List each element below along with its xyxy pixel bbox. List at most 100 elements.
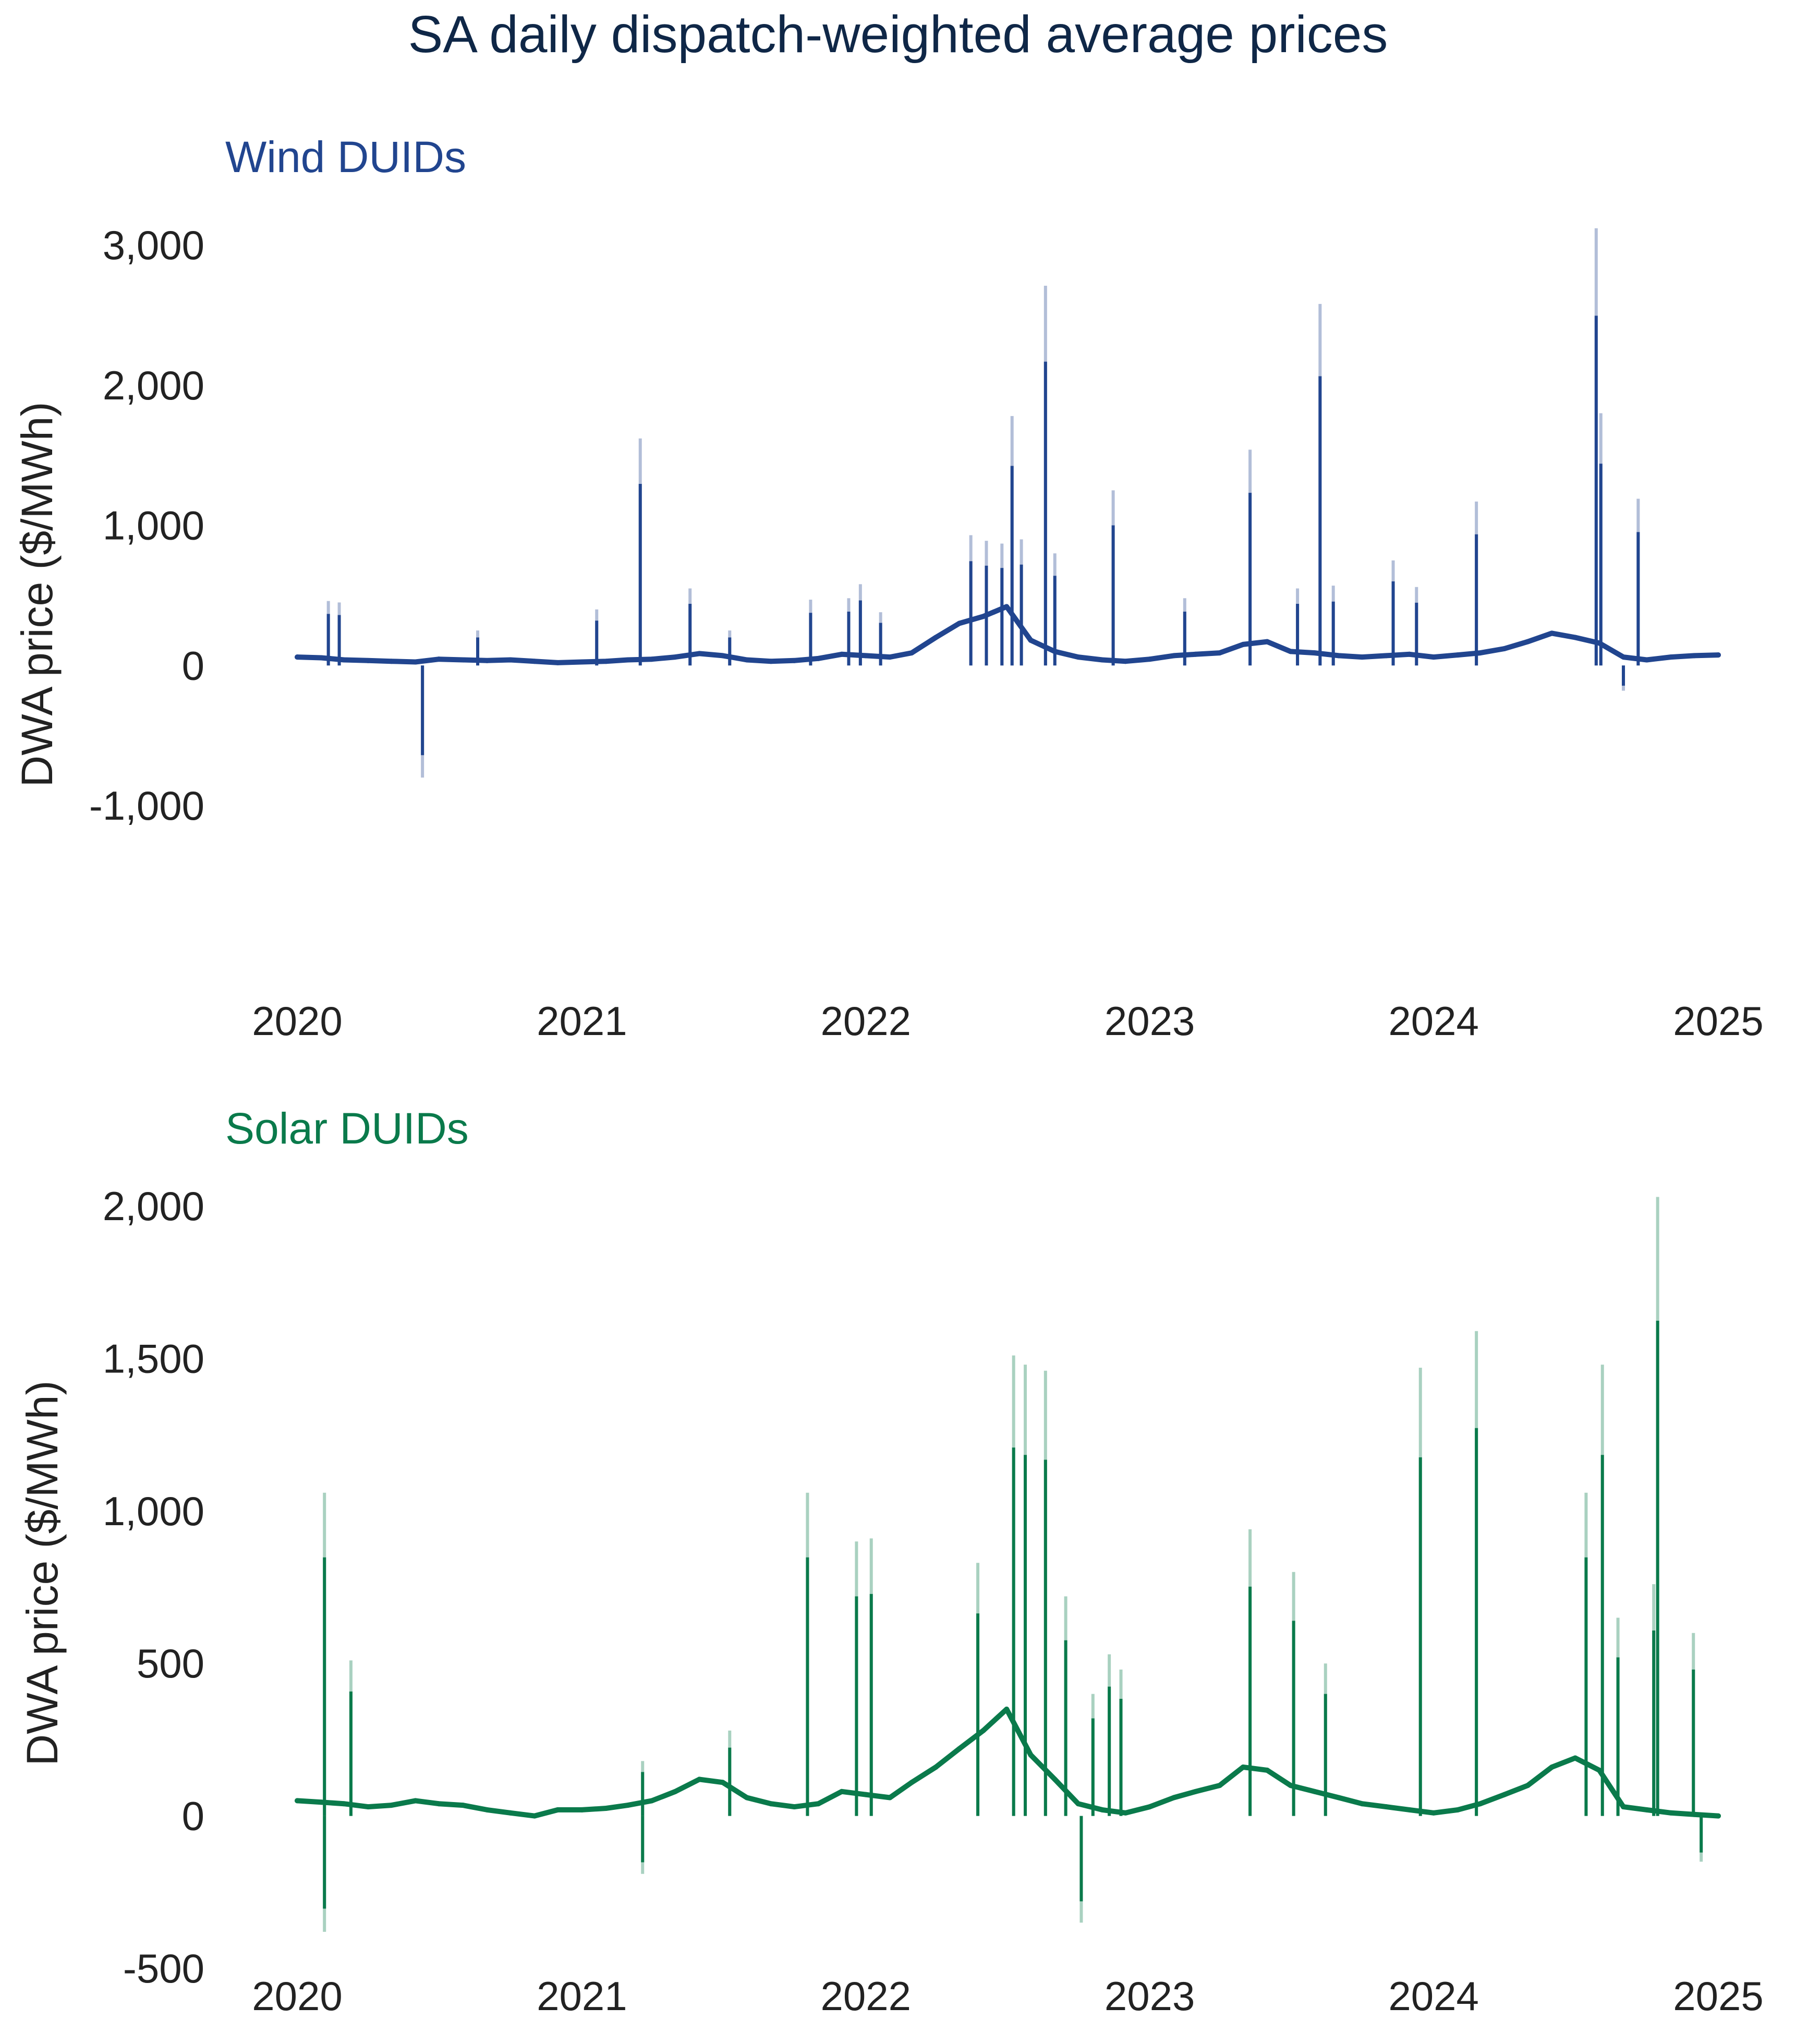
x-tick-label: 2025 xyxy=(1673,1973,1764,2019)
price-point xyxy=(1644,657,1649,663)
wind-panel-title: Wind DUIDs xyxy=(225,132,466,181)
price-point xyxy=(579,1807,585,1812)
price-point xyxy=(295,1798,300,1804)
price-point xyxy=(697,1777,702,1782)
wind-plot-area xyxy=(295,228,1721,778)
price-point xyxy=(1501,1792,1507,1797)
y-tick-label: 3,000 xyxy=(103,222,204,268)
price-point xyxy=(1099,1807,1105,1812)
x-tick-label: 2024 xyxy=(1388,1973,1479,2019)
price-point xyxy=(1549,1765,1555,1770)
y-tick-label: 1,500 xyxy=(103,1335,204,1381)
price-point xyxy=(1193,651,1198,657)
price-point xyxy=(863,653,869,659)
y-tick-label: 2,000 xyxy=(103,1183,204,1229)
price-point xyxy=(1455,652,1461,658)
price-point xyxy=(816,655,821,661)
chart-title: SA daily dispatch-weighted average price… xyxy=(408,5,1388,64)
price-point xyxy=(1217,1783,1222,1789)
price-point xyxy=(1288,649,1293,654)
price-point xyxy=(1264,1767,1270,1773)
price-point xyxy=(460,657,466,663)
x-tick-label: 2020 xyxy=(252,998,343,1044)
price-point xyxy=(1406,1807,1412,1812)
x-tick-label: 2023 xyxy=(1105,998,1195,1044)
price-point xyxy=(365,1804,371,1810)
price-point xyxy=(768,1801,774,1807)
price-point xyxy=(1004,604,1010,610)
x-tick-label: 2024 xyxy=(1388,998,1479,1044)
price-point xyxy=(1406,651,1412,657)
price-point xyxy=(555,1807,561,1812)
price-point xyxy=(1644,1807,1649,1812)
price-point xyxy=(1691,653,1697,659)
price-point xyxy=(1028,637,1034,643)
y-tick-label: 1,000 xyxy=(103,503,204,549)
price-point xyxy=(1123,1810,1128,1816)
price-point xyxy=(1384,1804,1389,1810)
price-point xyxy=(980,614,986,619)
wind-x-ticks: 2020 2021 2022 2023 2024 2025 xyxy=(252,998,1764,1044)
price-point xyxy=(1668,1810,1674,1816)
price-point xyxy=(863,1792,869,1797)
price-point xyxy=(319,655,324,661)
price-point xyxy=(579,659,585,665)
price-point xyxy=(1264,639,1270,644)
price-point xyxy=(768,659,774,664)
y-tick-label: 0 xyxy=(182,1793,204,1839)
price-point xyxy=(389,1803,394,1808)
y-tick-label: -1,000 xyxy=(89,783,204,829)
price-point xyxy=(839,651,845,657)
price-point xyxy=(1217,650,1222,656)
price-point xyxy=(933,1765,939,1770)
price-point xyxy=(1525,1783,1531,1789)
price-point xyxy=(341,657,347,663)
y-tick-label: 2,000 xyxy=(103,362,204,408)
price-point xyxy=(460,1803,466,1808)
price-point xyxy=(1052,1777,1058,1782)
price-point xyxy=(956,1746,962,1751)
solar-x-ticks: 2020 2021 2022 2023 2024 2025 xyxy=(252,1973,1764,2019)
price-point xyxy=(603,1805,609,1811)
price-point xyxy=(1359,1801,1365,1807)
price-point xyxy=(1075,1801,1081,1807)
price-point xyxy=(956,620,962,626)
price-point xyxy=(980,1727,986,1733)
price-point xyxy=(389,659,394,664)
solar-plot-area xyxy=(295,1197,1721,1932)
price-point xyxy=(1477,1801,1483,1807)
price-point xyxy=(625,657,630,663)
price-point xyxy=(1336,1795,1342,1800)
price-point xyxy=(1596,640,1602,646)
price-point xyxy=(933,635,939,640)
price-point xyxy=(1691,1811,1697,1817)
price-point xyxy=(1716,1813,1721,1819)
price-point xyxy=(1549,630,1555,636)
price-point xyxy=(1596,1767,1602,1773)
solar-y-axis-label: DWA price ($/MWh) xyxy=(18,1381,67,1766)
price-point xyxy=(1455,1807,1461,1812)
price-point xyxy=(1359,654,1365,660)
price-point xyxy=(365,658,371,663)
price-point xyxy=(484,1807,490,1812)
x-tick-label: 2021 xyxy=(537,998,627,1044)
price-point xyxy=(1384,653,1389,659)
price-series-line xyxy=(295,604,1721,665)
x-tick-label: 2022 xyxy=(821,998,912,1044)
wind-panel: Wind DUIDs DWA price ($/MWh) 3,000 2,000 1… xyxy=(13,132,1764,1044)
price-point xyxy=(649,1798,655,1804)
price-point xyxy=(887,1795,893,1800)
y-tick-label: 0 xyxy=(182,642,204,688)
price-point xyxy=(1171,1795,1176,1800)
price-point xyxy=(1028,1752,1034,1758)
price-point xyxy=(720,1780,725,1785)
price-point xyxy=(531,1813,537,1819)
price-point xyxy=(507,1810,513,1816)
wind-y-axis-label: DWA price ($/MWh) xyxy=(13,402,62,787)
price-point xyxy=(1716,652,1721,658)
price-point xyxy=(1572,1755,1578,1761)
x-tick-label: 2020 xyxy=(252,1973,343,2019)
price-series-line xyxy=(295,1706,1721,1819)
price-point xyxy=(295,654,300,660)
